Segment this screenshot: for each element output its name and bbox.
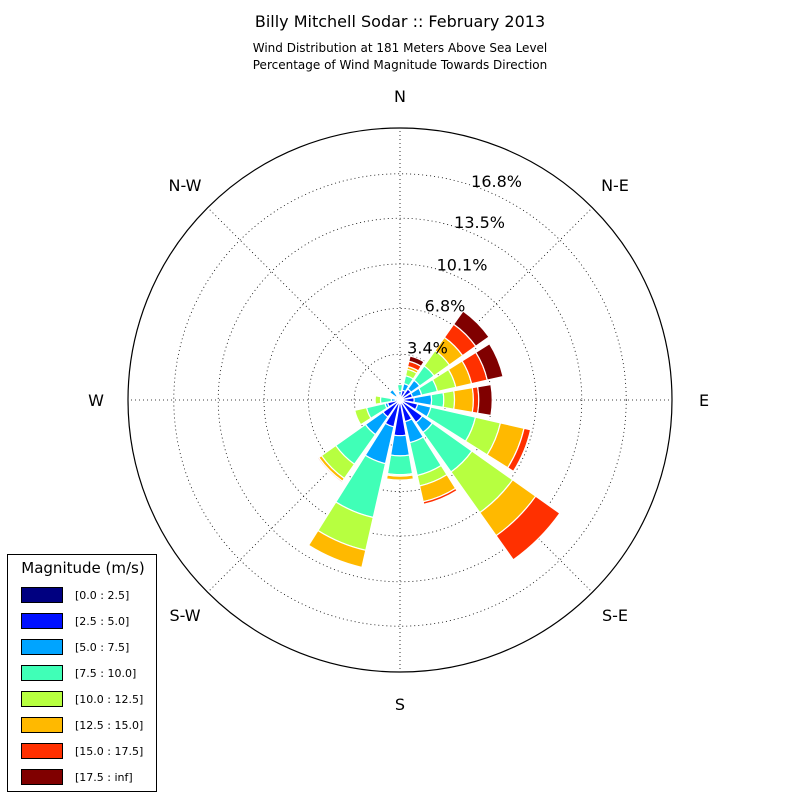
- legend-swatch: [21, 665, 63, 681]
- wind-bar-segment: [353, 406, 372, 426]
- wind-bar-segment: [307, 529, 367, 569]
- compass-label: S-E: [602, 606, 628, 625]
- compass-label: W: [88, 391, 104, 410]
- legend-label: [10.0 : 12.5]: [75, 693, 144, 706]
- compass-label: E: [699, 391, 709, 410]
- grid-circle: [217, 217, 583, 583]
- radial-tick-label: 6.8%: [425, 296, 466, 315]
- legend-label: [0.0 : 2.5]: [75, 589, 130, 602]
- compass-label: N: [394, 87, 406, 106]
- wind-bar-segment: [388, 388, 399, 399]
- legend-swatch: [21, 743, 63, 759]
- outer-circle: [127, 127, 673, 673]
- radial-tick-label: 3.4%: [407, 339, 448, 358]
- radial-tick-label: 13.5%: [454, 213, 505, 232]
- wind-bar-segment: [422, 487, 458, 506]
- legend-title: Magnitude (m/s): [21, 559, 145, 577]
- compass-label: S: [395, 695, 405, 714]
- grid-circle: [173, 173, 627, 627]
- wind-bar-segment: [398, 397, 401, 401]
- legend-swatch: [21, 613, 63, 629]
- compass-label: N-E: [601, 176, 629, 195]
- polar-labels: 3.4% 6.8% 10.1% 13.5% 16.8% N N-E E S-E S S-W W N-W: [88, 87, 709, 714]
- wind-bar-segment: [453, 386, 474, 414]
- compass-label: S-W: [169, 606, 200, 625]
- legend-swatch: [21, 691, 63, 707]
- radial-tick-label: 16.8%: [471, 172, 522, 191]
- wind-rose-bars: [307, 310, 561, 569]
- wind-bar-segment: [389, 434, 411, 457]
- legend-label: [17.5 : inf]: [75, 771, 133, 784]
- legend-label: [2.5 : 5.0]: [75, 615, 130, 628]
- legend-swatch: [21, 717, 63, 733]
- legend: Magnitude (m/s) [0.0 : 2.5] [2.5 : 5.0] …: [7, 554, 157, 792]
- wind-bar-segment: [474, 342, 504, 381]
- legend-swatch: [21, 587, 63, 603]
- compass-label: N-W: [169, 176, 202, 195]
- wind-bar-segment: [495, 495, 561, 561]
- wind-bar-segment: [442, 390, 456, 410]
- wind-bar-segment: [385, 474, 415, 481]
- wind-bar-segment: [316, 456, 344, 484]
- wind-bar-segment: [430, 391, 445, 409]
- wind-bar-segment: [396, 383, 404, 393]
- legend-label: [7.5 : 10.0]: [75, 667, 137, 680]
- legend-label: [5.0 : 7.5]: [75, 641, 130, 654]
- wind-bar-segment: [476, 383, 493, 417]
- legend-swatch: [21, 769, 63, 785]
- legend-label: [15.0 : 17.5]: [75, 745, 144, 758]
- radial-tick-label: 10.1%: [437, 255, 488, 274]
- legend-label: [12.5 : 15.0]: [75, 719, 144, 732]
- wind-bar-segment: [506, 427, 532, 473]
- chart-subtitle-line-1: Wind Distribution at 181 Meters Above Se…: [252, 41, 548, 55]
- wind-bar-segment: [452, 310, 490, 348]
- wind-bar-segment: [386, 454, 414, 476]
- grid-spoke: [207, 207, 401, 401]
- wind-bar-segment: [379, 396, 393, 404]
- wind-bar-segment: [374, 395, 382, 405]
- legend-swatch: [21, 639, 63, 655]
- chart-title: Billy Mitchell Sodar :: February 2013: [254, 12, 546, 31]
- wind-bar-segment: [408, 355, 425, 368]
- chart-subtitle-line-2: Percentage of Wind Magnitude Towards Dir…: [252, 58, 548, 72]
